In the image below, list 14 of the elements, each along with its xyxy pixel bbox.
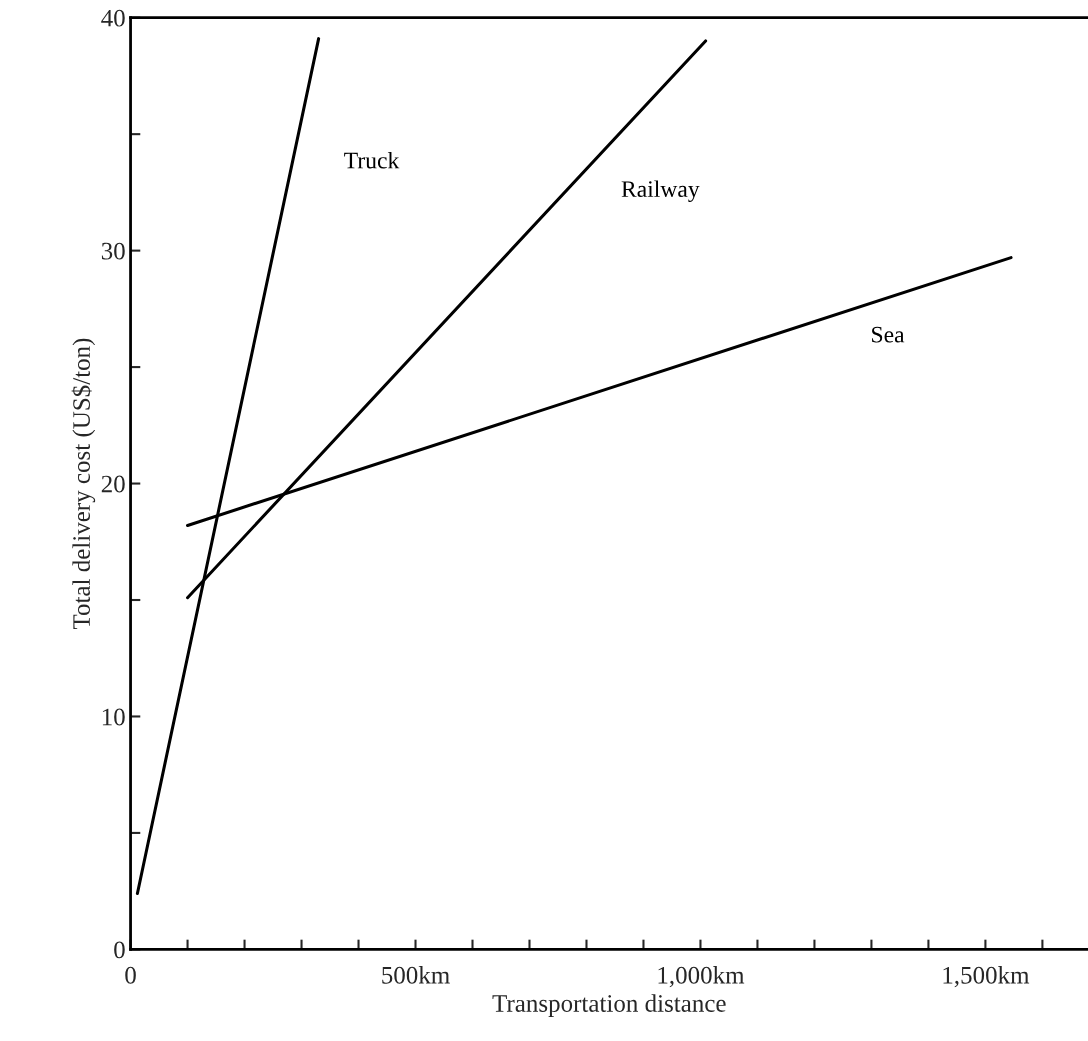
- text: Truck: [344, 151, 400, 169]
- y-tick-label: 0: [114, 941, 125, 959]
- y-tick-label: 30: [101, 242, 125, 260]
- y-tick-label: 10: [102, 708, 125, 726]
- x-tick-label: 1,500km: [943, 966, 1030, 988]
- x-axis-title: Transportation distance: [492, 994, 726, 1017]
- y-tick-label: 20: [101, 475, 125, 493]
- y-axis-title: Total delivery cost (US$/ton): [71, 338, 96, 630]
- x-tick-label: 500km: [382, 966, 450, 984]
- x-tick-label: 1,000km: [658, 966, 745, 988]
- y-tick-label: 40: [101, 9, 125, 27]
- series-label: Railway: [621, 180, 700, 202]
- series-label: Sea: [872, 326, 905, 343]
- x-tick-label: 0: [125, 966, 136, 984]
